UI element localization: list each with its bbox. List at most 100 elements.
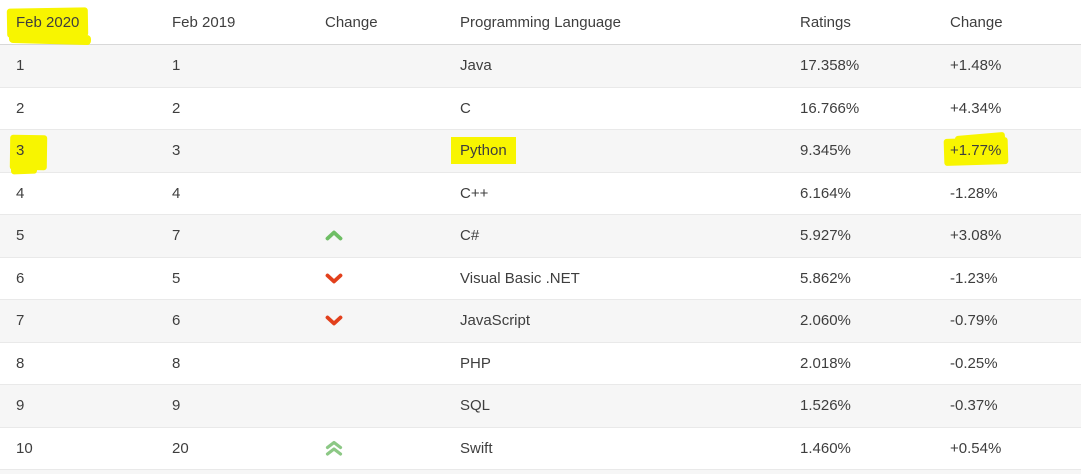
rank-feb2019-value: 8: [172, 354, 181, 372]
change-value: +1.77%: [950, 142, 1002, 160]
rank-feb2019-value: 6: [172, 312, 181, 330]
rank-feb2020-cell: 5: [0, 215, 156, 257]
programming-language-header-label: Programming Language: [460, 13, 621, 31]
trend-cell: [309, 258, 444, 300]
table-row: 1 1 Java 17.358% +1.48%: [0, 45, 1081, 88]
trend-cell: [309, 385, 444, 427]
change-value: -1.23%: [950, 269, 998, 287]
down-arrow-icon: [325, 315, 343, 326]
trend-cell: [309, 45, 444, 87]
trend-cell: [309, 173, 444, 215]
rank-feb2020-value: 1: [16, 57, 25, 75]
trend-cell: [309, 88, 444, 130]
table-row: 5 7 C# 5.927% +3.08%: [0, 215, 1081, 258]
down-arrow-icon: [325, 273, 343, 284]
ratings-cell: 17.358%: [784, 45, 934, 87]
trend-cell: [309, 300, 444, 342]
ratings-header-label: Ratings: [800, 13, 851, 31]
ratings-value: 9.345%: [800, 142, 851, 160]
trend-cell: [309, 343, 444, 385]
ratings-value: 2.060%: [800, 312, 851, 330]
language-cell: Visual Basic .NET: [444, 258, 784, 300]
rank-feb2020-cell: 7: [0, 300, 156, 342]
language-cell: PHP: [444, 343, 784, 385]
language-name: PHP: [460, 354, 491, 372]
rank-feb2019-cell: 8: [156, 343, 309, 385]
trend-cell: [309, 215, 444, 257]
trend-cell: [309, 428, 444, 470]
change-value: -0.25%: [950, 354, 998, 372]
rank-feb2019-cell: 1: [156, 45, 309, 87]
table-body: 1 1 Java 17.358% +1.48% 2 2 C 16.766% +4…: [0, 45, 1081, 470]
ratings-cell: 9.345%: [784, 130, 934, 172]
ratings-value: 2.018%: [800, 354, 851, 372]
rank-feb2019-cell: 5: [156, 258, 309, 300]
rank-feb2019-value: 20: [172, 439, 189, 457]
table-row: 10 20 Swift 1.460% +0.54%: [0, 427, 1081, 470]
ratings-value: 5.927%: [800, 227, 851, 245]
header-cell-change-arrow: Change: [309, 0, 444, 44]
ratings-cell: 5.862%: [784, 258, 934, 300]
feb-2019-header-label: Feb 2019: [172, 13, 236, 31]
change-value: -1.28%: [950, 184, 998, 202]
language-name: SQL: [460, 397, 491, 415]
rank-feb2020-cell: 9: [0, 385, 156, 427]
change-value: +3.08%: [950, 227, 1002, 245]
language-name: Python: [451, 137, 516, 165]
language-cell: Python: [444, 130, 784, 172]
rank-feb2020-cell: 10: [0, 428, 156, 470]
rank-feb2020-value: 6: [16, 269, 25, 287]
header-cell-feb-2020: Feb 2020: [0, 0, 156, 44]
change-cell: -0.79%: [934, 300, 1081, 342]
language-cell: JavaScript: [444, 300, 784, 342]
table-row: 3 3 Python 9.345% +1.77%: [0, 130, 1081, 173]
ratings-cell: 1.526%: [784, 385, 934, 427]
table-row: 7 6 JavaScript 2.060% -0.79%: [0, 300, 1081, 343]
rank-feb2020-value: 3: [16, 142, 25, 160]
feb-2020-header-label: Feb 2020: [16, 13, 80, 31]
rank-feb2020-cell: 4: [0, 173, 156, 215]
language-cell: C: [444, 88, 784, 130]
rank-feb2019-value: 2: [172, 99, 181, 117]
rank-feb2020-value: 2: [16, 99, 25, 117]
language-cell: Java: [444, 45, 784, 87]
up-arrow-icon: [325, 230, 343, 241]
change-cell: +1.77%: [934, 130, 1081, 172]
rank-feb2020-cell: 8: [0, 343, 156, 385]
rank-feb2019-value: 9: [172, 397, 181, 415]
rank-feb2020-cell: 2: [0, 88, 156, 130]
ratings-cell: 1.460%: [784, 428, 934, 470]
ratings-cell: 6.164%: [784, 173, 934, 215]
change-cell: +4.34%: [934, 88, 1081, 130]
rank-feb2019-cell: 3: [156, 130, 309, 172]
change-percent-header-label: Change: [950, 13, 1003, 31]
change-value: +0.54%: [950, 439, 1002, 457]
table-header-row: Feb 2020 Feb 2019 Change Programming Lan…: [0, 0, 1081, 45]
ratings-value: 6.164%: [800, 184, 851, 202]
language-cell: C#: [444, 215, 784, 257]
language-name: JavaScript: [460, 312, 531, 330]
rank-feb2020-cell: 1: [0, 45, 156, 87]
language-name: C: [460, 99, 471, 117]
change-value: -0.37%: [950, 397, 998, 415]
change-cell: -0.37%: [934, 385, 1081, 427]
language-name: C#: [460, 227, 480, 245]
ratings-value: 16.766%: [800, 99, 860, 117]
rank-feb2020-value: 8: [16, 354, 25, 372]
rank-feb2020-cell: 6: [0, 258, 156, 300]
rank-feb2019-value: 4: [172, 184, 181, 202]
rank-feb2019-value: 5: [172, 269, 181, 287]
language-cell: C++: [444, 173, 784, 215]
table-row: 2 2 C 16.766% +4.34%: [0, 87, 1081, 130]
change-value: +4.34%: [950, 99, 1002, 117]
rank-feb2019-cell: 2: [156, 88, 309, 130]
change-value: -0.79%: [950, 312, 998, 330]
ratings-cell: 16.766%: [784, 88, 934, 130]
change-cell: -1.23%: [934, 258, 1081, 300]
trend-cell: [309, 130, 444, 172]
rank-feb2020-value: 4: [16, 184, 25, 202]
change-arrow-header-label: Change: [325, 13, 378, 31]
ratings-cell: 2.060%: [784, 300, 934, 342]
table-row: 9 9 SQL 1.526% -0.37%: [0, 385, 1081, 428]
header-cell-programming-language: Programming Language: [444, 0, 784, 44]
